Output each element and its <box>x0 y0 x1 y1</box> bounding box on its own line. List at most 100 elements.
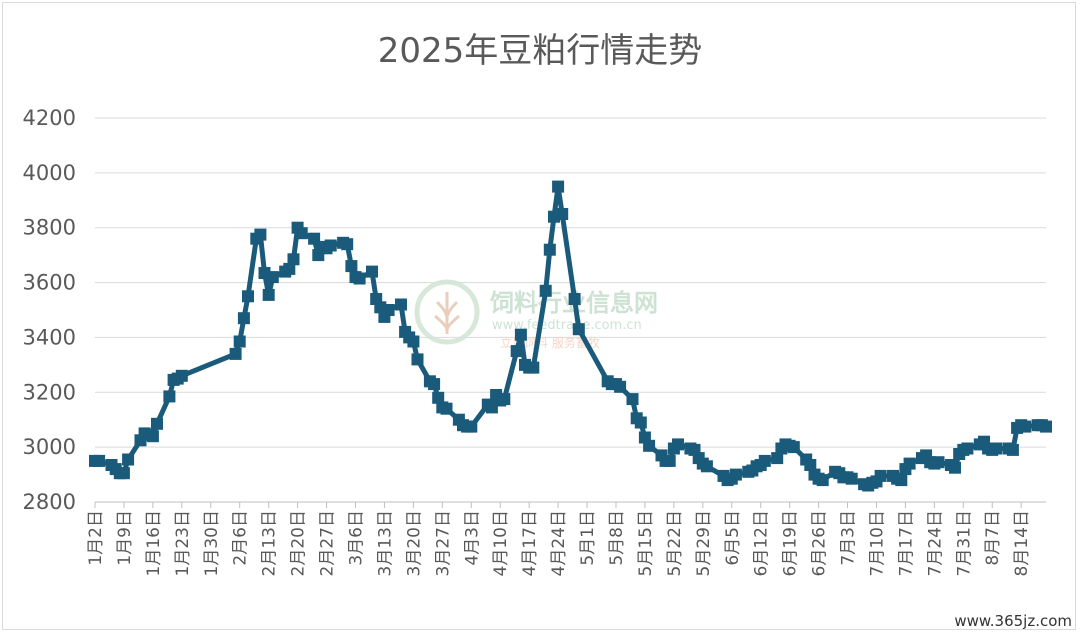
data-point-marker <box>903 457 916 470</box>
data-point-marker <box>949 461 961 474</box>
x-tick-label: 4月17日 <box>520 510 540 576</box>
y-tick-label: 3000 <box>23 435 76 459</box>
x-tick-label: 4月24日 <box>549 510 569 576</box>
data-point-marker <box>990 442 1003 455</box>
x-tick-label: 4月10日 <box>491 510 511 576</box>
data-point-marker <box>634 416 647 429</box>
data-point-marker <box>1006 443 1019 456</box>
grid-layer <box>94 117 1046 508</box>
x-tick-label: 8月14日 <box>1012 510 1032 576</box>
data-point-marker <box>440 402 453 415</box>
data-point-marker <box>465 420 478 433</box>
data-point-marker <box>568 293 581 305</box>
data-point-marker <box>787 441 800 454</box>
data-point-marker <box>366 265 378 278</box>
data-point-marker <box>672 438 684 451</box>
series-layer <box>89 180 1052 492</box>
x-tick-label: 1月23日 <box>173 510 193 576</box>
x-tick-label: 1月16日 <box>144 510 164 576</box>
data-point-marker <box>233 335 246 348</box>
x-tick-label: 6月5日 <box>723 510 743 566</box>
data-point-marker <box>961 442 974 455</box>
data-point-marker <box>382 304 395 316</box>
x-tick-label: 5月8日 <box>607 510 627 566</box>
data-point-marker <box>353 272 366 285</box>
x-tick-label: 7月10日 <box>867 510 887 576</box>
data-point-marker <box>432 391 445 404</box>
data-point-marker <box>407 335 420 348</box>
y-tick-label: 3800 <box>23 216 76 240</box>
data-point-marker <box>295 227 308 240</box>
x-tick-label: 7月3日 <box>839 510 859 566</box>
x-tick-label: 6月12日 <box>752 510 772 576</box>
x-tick-label: 6月26日 <box>810 510 830 576</box>
x-tick-label: 3月13日 <box>375 510 395 576</box>
data-point-marker <box>93 454 106 467</box>
y-tick-label: 2800 <box>23 490 76 514</box>
data-point-marker <box>816 474 829 487</box>
y-tick-label: 4000 <box>23 161 76 185</box>
data-point-marker <box>395 298 407 311</box>
y-tick-label: 3600 <box>23 271 76 295</box>
data-point-marker <box>614 380 627 393</box>
x-tick-label: 2月6日 <box>231 510 251 566</box>
data-point-marker <box>539 284 552 297</box>
x-tick-label: 6月19日 <box>781 510 801 576</box>
data-point-marker <box>151 417 163 430</box>
watermark-logo-icon <box>414 279 480 345</box>
x-tick-label: 5月22日 <box>665 510 685 576</box>
data-point-marker <box>324 239 337 252</box>
data-point-marker <box>283 262 296 275</box>
data-point-marker <box>874 469 887 482</box>
x-tick-label: 7月24日 <box>925 510 945 576</box>
data-point-marker <box>572 323 585 336</box>
data-point-marker <box>1040 420 1052 433</box>
x-tick-label: 2月13日 <box>260 510 280 576</box>
data-point-marker <box>411 353 424 366</box>
data-point-marker <box>345 260 358 273</box>
x-tick-label: 5月29日 <box>694 510 714 576</box>
data-point-marker <box>262 288 275 301</box>
chart-title: 2025年豆粕行情走势 <box>378 31 703 71</box>
x-tick-label: 2月20日 <box>289 510 309 576</box>
data-point-marker <box>163 390 176 403</box>
x-tick-label: 5月15日 <box>636 510 656 576</box>
data-point-marker <box>932 456 945 469</box>
data-point-marker <box>626 393 639 406</box>
data-point-marker <box>758 454 771 467</box>
x-tick-label: 7月17日 <box>896 510 916 576</box>
x-tick-label: 4月3日 <box>462 510 482 566</box>
x-tick-label: 3月6日 <box>346 510 366 566</box>
x-tick-label: 3月20日 <box>404 510 424 576</box>
data-point-marker <box>117 467 130 480</box>
data-point-marker <box>242 290 254 303</box>
x-axis-tick-labels: 1月2日 1月9日 1月16日 1月23日 1月30日 2月6日 2月13日 2月20日 2月2… <box>86 510 1032 576</box>
x-tick-label: 1月9日 <box>115 510 135 566</box>
watermark-url: www.feedtrade.com.cn <box>492 318 642 333</box>
data-point-marker <box>643 439 656 452</box>
data-point-marker <box>552 180 565 193</box>
source-watermark: www.365jz.com <box>954 612 1072 630</box>
data-point-marker <box>700 460 713 473</box>
watermark-wheat-icon <box>434 292 460 334</box>
data-point-marker <box>229 347 242 360</box>
data-point-marker <box>1019 420 1032 433</box>
data-point-marker <box>771 452 784 465</box>
data-point-marker <box>845 472 858 485</box>
x-tick-label: 8月7日 <box>983 510 1003 566</box>
data-point-marker <box>514 328 527 341</box>
data-point-marker <box>510 345 523 358</box>
x-tick-label: 2月27日 <box>318 510 338 576</box>
x-tick-label: 5月1日 <box>578 510 598 566</box>
x-tick-label: 7月31日 <box>954 510 974 576</box>
x-tick-label: 1月30日 <box>202 510 222 576</box>
data-point-marker <box>175 369 188 382</box>
data-point-marker <box>146 430 159 443</box>
data-point-marker <box>122 453 135 466</box>
data-point-marker <box>237 312 250 325</box>
data-point-marker <box>527 361 540 374</box>
data-point-marker <box>341 238 354 251</box>
data-point-marker <box>498 393 511 406</box>
